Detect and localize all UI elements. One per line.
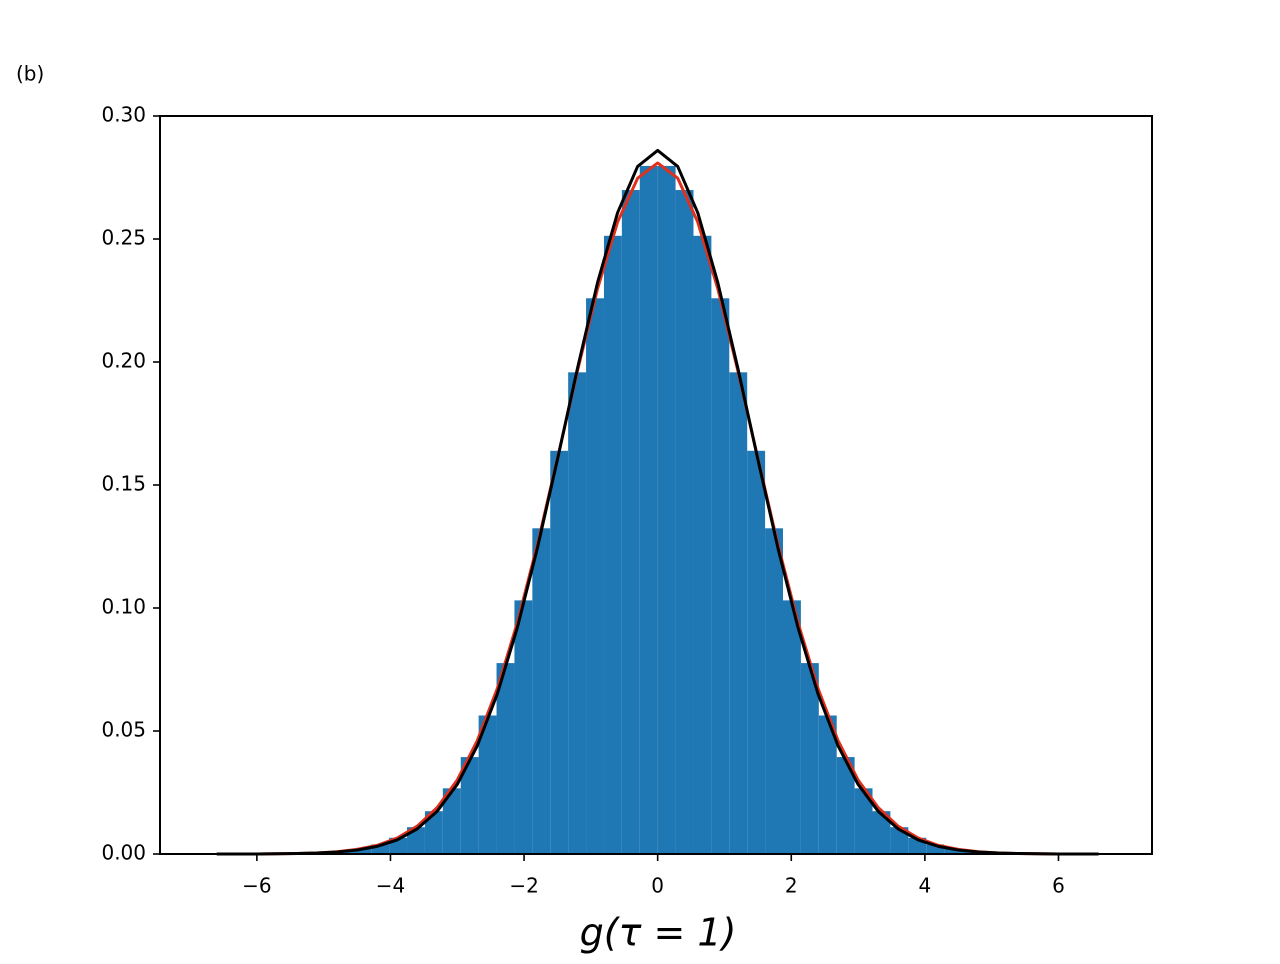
x-axis-label: g(τ = 1) <box>580 911 737 955</box>
histogram-bar <box>586 298 604 854</box>
y-tick-label: 0.05 <box>101 718 146 742</box>
x-tick-label: −4 <box>376 874 405 898</box>
histogram-bar <box>550 451 568 854</box>
x-tick-label: −2 <box>509 874 538 898</box>
y-tick-label: 0.10 <box>101 595 146 619</box>
y-tick-label: 0.30 <box>101 103 146 127</box>
y-tick-label: 0.25 <box>101 226 146 250</box>
histogram-bar <box>711 298 729 854</box>
histogram-bar <box>514 600 532 854</box>
histogram-bar <box>640 166 658 854</box>
y-tick-label: 0.20 <box>101 349 146 373</box>
histogram-bar <box>604 236 622 854</box>
x-tick-label: 2 <box>785 874 798 898</box>
histogram-bar <box>783 600 801 854</box>
x-tick-label: 4 <box>919 874 932 898</box>
histogram-bar <box>658 166 676 854</box>
y-tick-label: 0.00 <box>101 841 146 865</box>
histogram-bar <box>729 372 747 854</box>
histogram-bar <box>568 372 586 854</box>
panel-label: (b) <box>16 62 44 86</box>
histogram-bar <box>747 451 765 854</box>
y-tick-label: 0.15 <box>101 472 146 496</box>
histogram-bar <box>693 236 711 854</box>
histogram-bar <box>532 528 550 854</box>
x-tick-label: 6 <box>1052 874 1065 898</box>
histogram-bar <box>622 190 640 854</box>
histogram-bar <box>676 190 694 854</box>
histogram-bar <box>765 528 783 854</box>
x-tick-label: 0 <box>651 874 664 898</box>
x-tick-label: −6 <box>242 874 271 898</box>
